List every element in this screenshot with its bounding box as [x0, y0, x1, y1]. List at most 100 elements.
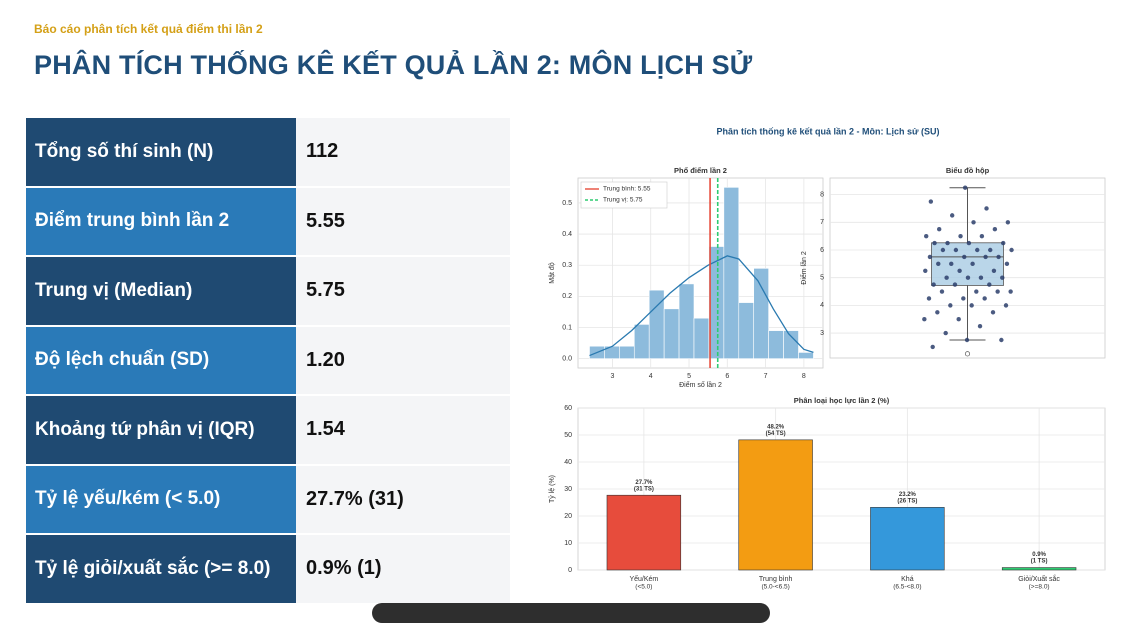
y-tick-label: 7 [820, 219, 824, 226]
legend-label: Trung vị: 5.75 [603, 197, 643, 204]
value-label: 27.7% [635, 480, 653, 486]
row-value: 1.54 [296, 396, 510, 464]
histogram-bar [768, 330, 784, 359]
histogram-bar [663, 308, 680, 359]
page: Báo cáo phân tích kết quả điểm thi lần 2… [26, 22, 1123, 623]
data-point [982, 296, 987, 301]
y-tick-label: 0.4 [562, 231, 572, 238]
y-tick-label: 4 [820, 302, 824, 309]
data-point [962, 254, 967, 260]
y-tick-label: 8 [820, 191, 824, 198]
histogram-bar [723, 187, 740, 359]
data-point [936, 261, 941, 267]
data-point [999, 337, 1004, 343]
x-tick-label: 3 [611, 373, 615, 380]
stats-table: Tổng số thí sinh (N) 112 Điểm trung bình … [26, 118, 510, 605]
data-point [984, 206, 989, 211]
data-point [987, 282, 992, 287]
data-point [930, 344, 935, 350]
y-tick-label: 40 [564, 459, 572, 466]
bar [606, 494, 682, 571]
data-point [928, 199, 934, 204]
data-point [977, 323, 983, 329]
data-point [943, 330, 948, 336]
x-tick-label: 8 [802, 373, 806, 380]
data-point [1001, 240, 1006, 246]
bar [1001, 567, 1077, 571]
row-value: 0.9% (1) [296, 535, 510, 603]
data-point [926, 296, 932, 301]
x-tick-label: Trung bình [759, 576, 793, 583]
data-point [990, 310, 996, 315]
data-point [953, 247, 959, 253]
figure-title: Phân tích thống kê kết quả lần 2 - Môn: … [716, 126, 939, 136]
table-row: Khoảng tứ phân vị (IQR) 1.54 [26, 396, 510, 464]
row-value: 5.75 [296, 257, 510, 325]
table-row: Trung vị (Median) 5.75 [26, 257, 510, 325]
data-point [966, 240, 972, 246]
data-point [969, 303, 974, 308]
row-value: 112 [296, 118, 510, 186]
row-label: Tỷ lệ yếu/kém (< 5.0) [26, 465, 296, 533]
data-point [956, 317, 961, 322]
x-tick-label: Yếu/Kém [629, 574, 658, 583]
y-tick-label: 6 [820, 247, 824, 254]
data-point [948, 303, 953, 308]
y-tick-label: 5 [820, 275, 824, 282]
count-label: (1 TS) [1031, 559, 1048, 565]
chart-title: Phổ điểm lần 2 [674, 166, 727, 175]
subtitle: Báo cáo phân tích kết quả điểm thi lần 2 [34, 22, 263, 36]
data-point [935, 310, 940, 315]
title: PHÂN TÍCH THỐNG KÊ KẾT QUẢ LẦN 2: MÔN LỊ… [34, 50, 753, 80]
data-point [971, 220, 976, 225]
histogram-bar [693, 317, 710, 359]
y-tick-label: 3 [820, 330, 824, 337]
count-label: (26 TS) [897, 498, 917, 504]
data-point [974, 289, 979, 294]
y-tick-label: 0.5 [562, 200, 572, 207]
value-label: 0.9% [1032, 552, 1046, 558]
legend [580, 181, 668, 209]
histogram-bar [753, 268, 769, 359]
data-point [958, 233, 963, 239]
row-value: 27.7% (31) [296, 465, 510, 533]
row-label: Trung vị (Median) [26, 257, 296, 325]
figure: Phân tích thống kê kết quả lần 2 - Môn: … [520, 110, 1123, 603]
data-point [1008, 289, 1013, 294]
x-tick-sublabel: (6.5-<8.0) [893, 584, 921, 591]
data-point [962, 185, 968, 190]
data-point [1009, 247, 1014, 253]
kde-line [589, 255, 814, 357]
y-axis-label: Điểm lần 2 [799, 251, 808, 285]
y-tick-label: 0.3 [562, 262, 572, 269]
data-point [932, 240, 937, 246]
data-point [922, 317, 927, 322]
scroll-pill [372, 603, 770, 623]
y-tick-label: 50 [564, 432, 572, 439]
y-axis-label: Tỷ lệ (%) [549, 475, 556, 503]
histogram-bar [738, 302, 755, 359]
data-point [991, 268, 997, 273]
row-value: 5.55 [296, 187, 510, 255]
y-axis-label: Mật độ [549, 262, 556, 284]
histogram-bar [678, 283, 695, 359]
data-point [1005, 220, 1011, 225]
bar [738, 439, 813, 571]
x-tick-label: Giỏi/Xuất sắc [1018, 574, 1060, 583]
x-tick-label: 6 [725, 373, 729, 380]
data-point [988, 247, 993, 253]
data-point [923, 268, 928, 273]
data-point [1004, 261, 1010, 267]
data-point [996, 254, 1001, 260]
y-tick-label: 0.2 [562, 293, 572, 300]
count-label: (31 TS) [634, 486, 654, 492]
data-point [949, 261, 954, 267]
data-point [975, 247, 980, 253]
data-point [927, 254, 933, 260]
data-point [979, 233, 985, 239]
row-label: Điểm trung bình lần 2 [26, 187, 296, 255]
y-tick-label: 10 [564, 540, 572, 547]
x-tick-sublabel: (5.0-<6.5) [761, 584, 789, 591]
table-row: Tổng số thí sinh (N) 112 [26, 118, 510, 186]
data-point [937, 227, 942, 232]
